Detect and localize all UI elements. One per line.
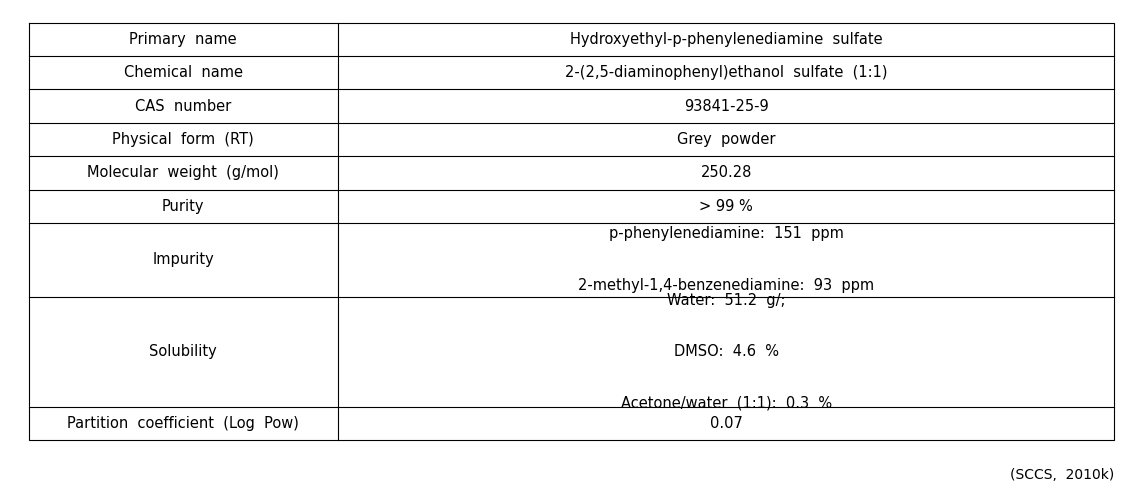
Text: 250.28: 250.28 — [701, 165, 752, 181]
Text: Partition  coefficient  (Log  Pow): Partition coefficient (Log Pow) — [67, 416, 299, 431]
Text: 0.07: 0.07 — [710, 416, 743, 431]
Text: Impurity: Impurity — [152, 253, 214, 267]
Text: 93841-25-9: 93841-25-9 — [684, 99, 768, 114]
Text: Grey  powder: Grey powder — [677, 132, 775, 147]
Text: Solubility: Solubility — [150, 344, 217, 359]
Text: Molecular  weight  (g/mol): Molecular weight (g/mol) — [87, 165, 279, 181]
Text: > 99 %: > 99 % — [700, 199, 753, 214]
Text: Chemical  name: Chemical name — [123, 65, 242, 80]
Text: Primary  name: Primary name — [129, 32, 237, 47]
Text: (SCCS,  2010k): (SCCS, 2010k) — [1010, 468, 1114, 482]
Text: p-phenylenediamine:  151  ppm

2-methyl-1,4-benzenediamine:  93  ppm: p-phenylenediamine: 151 ppm 2-methyl-1,4… — [578, 226, 874, 293]
Text: Hydroxyethyl-p-phenylenediamine  sulfate: Hydroxyethyl-p-phenylenediamine sulfate — [570, 32, 882, 47]
Text: Purity: Purity — [162, 199, 205, 214]
Text: Physical  form  (RT): Physical form (RT) — [112, 132, 254, 147]
Text: CAS  number: CAS number — [135, 99, 231, 114]
Text: 2-(2,5-diaminophenyl)ethanol  sulfate  (1:1): 2-(2,5-diaminophenyl)ethanol sulfate (1:… — [565, 65, 887, 80]
Text: Water:  51.2  g/;

DMSO:  4.6  %

Acetone/water  (1:1):  0.3  %: Water: 51.2 g/; DMSO: 4.6 % Acetone/wate… — [621, 293, 832, 411]
